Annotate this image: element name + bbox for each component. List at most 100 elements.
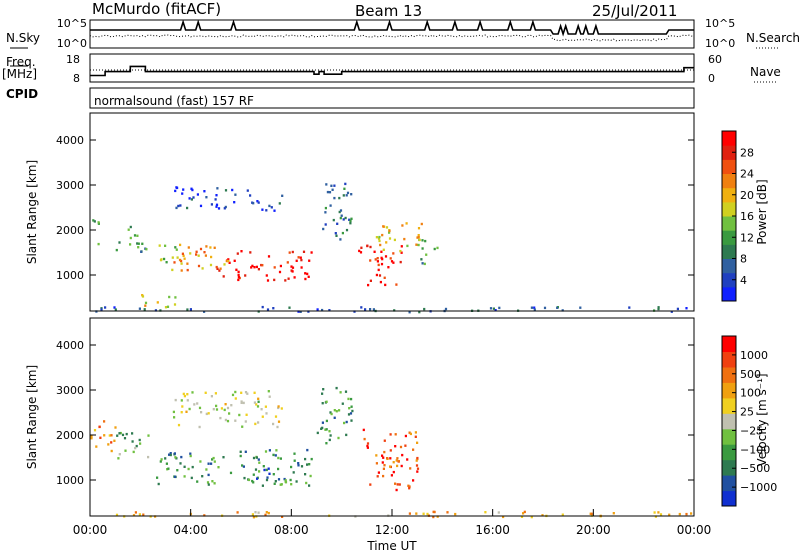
- scatter-cell: [217, 207, 221, 210]
- scatter-cell: [114, 426, 117, 429]
- scatter-cell: [98, 425, 101, 429]
- scatter-cell: [378, 239, 381, 243]
- scatter-cell: [222, 456, 225, 459]
- scatter-cell: [316, 308, 319, 311]
- scatter-cell: [210, 203, 213, 206]
- scatter-cell: [168, 453, 171, 456]
- scatter-cell: [420, 258, 423, 261]
- scatter-cell: [186, 393, 189, 396]
- scatter-cell: [590, 512, 593, 515]
- scatter-cell: [250, 266, 253, 269]
- scatter-cell: [186, 262, 189, 265]
- scatter-cell: [252, 456, 256, 460]
- scatter-cell: [204, 254, 207, 257]
- colorbar-tick-label: 12: [740, 231, 754, 244]
- colorbar-segment: [722, 413, 736, 430]
- scatter-cell: [173, 416, 176, 419]
- colorbar-segment: [722, 336, 736, 352]
- scatter-cell: [219, 416, 222, 420]
- nsearch-label: N.Search: [746, 31, 800, 45]
- scatter-cell: [201, 267, 204, 270]
- scatter-cell: [237, 278, 240, 282]
- colorbar-segment: [722, 286, 736, 302]
- scatter-cell: [364, 308, 367, 311]
- scatter-cell: [389, 433, 392, 436]
- scatter-cell: [264, 513, 267, 517]
- scatter-cell: [375, 236, 378, 239]
- colorbar-tick-label: −500: [740, 462, 770, 475]
- scatter-cell: [320, 427, 323, 430]
- scatter-cell: [181, 252, 184, 255]
- scatter-cell: [245, 413, 248, 416]
- scatter-cell: [414, 431, 417, 434]
- scatter-cell: [247, 478, 251, 482]
- scatter-cell: [369, 245, 372, 249]
- scatter-cell: [173, 261, 176, 264]
- scatter-cell: [175, 206, 178, 210]
- y-tick-label: 1000: [56, 269, 84, 282]
- power-panel-frame: [89, 112, 695, 312]
- scatter-cell: [254, 422, 257, 426]
- scatter-cell: [273, 266, 276, 269]
- scatter-cell: [297, 310, 300, 313]
- scatter-cell: [287, 277, 290, 280]
- colorbar-tick-label: −25: [740, 424, 763, 437]
- scatter-cell: [347, 397, 350, 401]
- scatter-cell: [132, 450, 135, 454]
- scatter-cell: [187, 246, 190, 249]
- scatter-cell: [333, 184, 336, 187]
- scatter-cell: [257, 421, 260, 424]
- scatter-cell: [189, 454, 192, 458]
- scatter-cell: [255, 403, 258, 406]
- scatter-cell: [93, 429, 97, 432]
- scatter-cell: [406, 244, 409, 248]
- scatter-cell: [345, 228, 349, 232]
- scatter-cell: [220, 407, 223, 410]
- scatter-cell: [134, 511, 137, 514]
- scatter-cell: [186, 206, 189, 210]
- scatter-cell: [344, 390, 348, 393]
- scatter-cell: [484, 511, 487, 514]
- scatter-cell: [173, 452, 176, 455]
- scatter-cell: [147, 455, 150, 459]
- scatter-cell: [108, 434, 111, 437]
- noise-left-tick: 10^5: [57, 17, 87, 30]
- scatter-cell: [234, 390, 237, 394]
- scatter-cell: [174, 456, 177, 459]
- scatter-cell: [275, 449, 278, 452]
- scatter-cell: [289, 478, 292, 482]
- scatter-cell: [240, 400, 243, 403]
- scatter-cell: [274, 454, 277, 457]
- scatter-cell: [159, 258, 163, 262]
- scatter-cell: [168, 295, 171, 299]
- scatter-cell: [685, 512, 688, 516]
- scatter-cell: [308, 463, 311, 466]
- scatter-cell: [293, 452, 296, 455]
- scatter-cell: [349, 412, 353, 415]
- scatter-cell: [175, 248, 178, 251]
- scatter-cell: [254, 511, 257, 514]
- scatter-cell: [690, 512, 693, 515]
- scatter-cell: [405, 222, 408, 225]
- scatter-cell: [249, 251, 252, 254]
- colorbar-tick-label: 4: [740, 274, 747, 287]
- scatter-cell: [215, 404, 218, 408]
- scatter-cell: [380, 262, 384, 266]
- scatter-cell: [418, 310, 421, 314]
- scatter-cell: [358, 249, 361, 253]
- scatter-cell: [256, 405, 260, 408]
- scatter-cell: [265, 478, 269, 482]
- scatter-cell: [384, 255, 388, 258]
- scatter-cell: [325, 400, 328, 403]
- scatter-cell: [174, 189, 177, 193]
- scatter-cell: [400, 464, 403, 468]
- freq-unit-label: [MHz]: [2, 67, 38, 81]
- scatter-cell: [300, 258, 303, 262]
- scatter-cell: [350, 397, 353, 401]
- scatter-cell: [422, 512, 425, 515]
- scatter-cell: [382, 225, 385, 228]
- scatter-cell: [426, 512, 429, 516]
- scatter-cell: [237, 273, 240, 277]
- scatter-cell: [278, 270, 282, 274]
- scatter-cell: [256, 477, 259, 480]
